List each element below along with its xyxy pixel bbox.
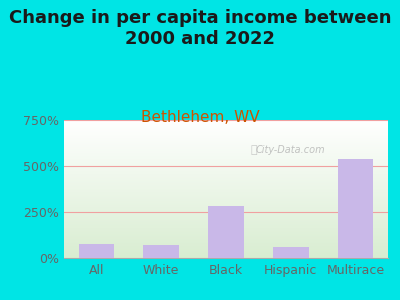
Bar [338, 159, 374, 258]
Bar [78, 244, 114, 258]
Text: Bethlehem, WV: Bethlehem, WV [141, 110, 259, 124]
Bar [273, 247, 309, 258]
Text: Change in per capita income between
2000 and 2022: Change in per capita income between 2000… [9, 9, 391, 48]
Text: City-Data.com: City-Data.com [256, 146, 326, 155]
Bar [208, 206, 244, 258]
Bar [143, 245, 179, 258]
Text: ⓘ: ⓘ [250, 146, 257, 155]
